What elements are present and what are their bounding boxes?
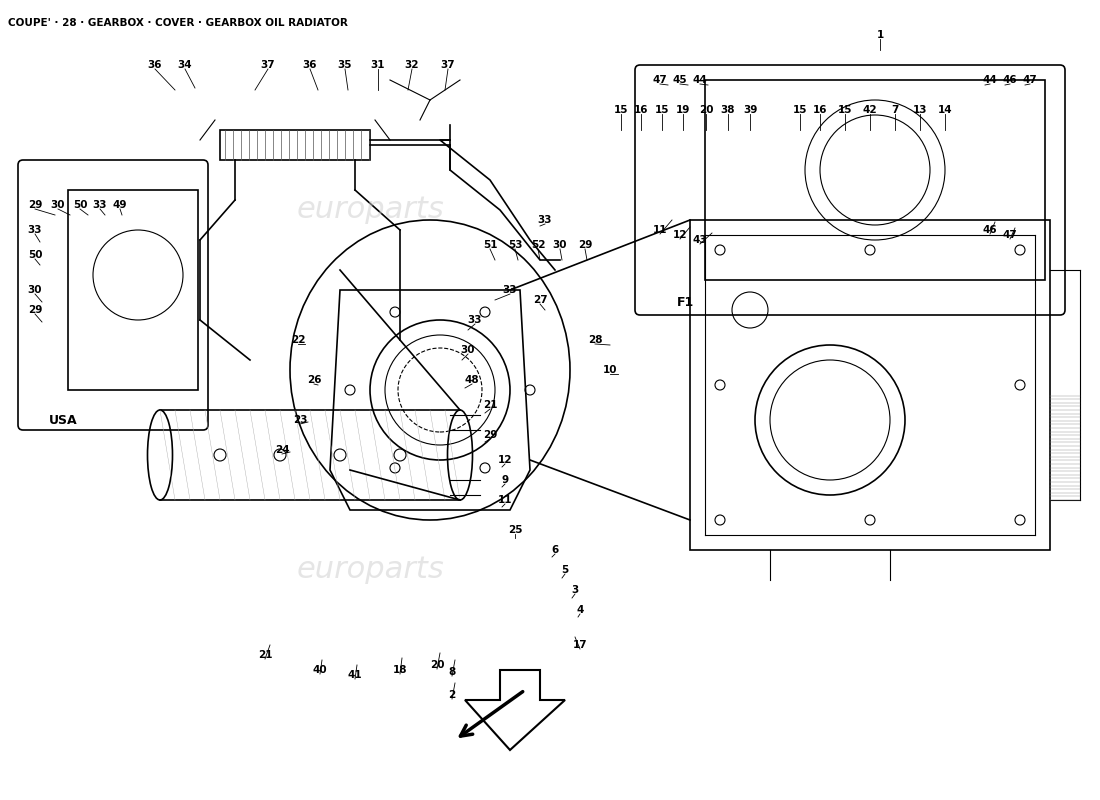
Text: 44: 44 xyxy=(693,75,707,85)
Text: 33: 33 xyxy=(28,225,42,235)
Text: 27: 27 xyxy=(532,295,548,305)
Text: 36: 36 xyxy=(302,60,317,70)
Text: 15: 15 xyxy=(614,105,628,115)
Text: 25: 25 xyxy=(508,525,522,535)
Text: 29: 29 xyxy=(28,200,42,210)
Text: 29: 29 xyxy=(578,240,592,250)
Text: USA: USA xyxy=(48,414,77,426)
Text: 30: 30 xyxy=(28,285,42,295)
Text: 20: 20 xyxy=(430,660,444,670)
Text: 9: 9 xyxy=(502,475,508,485)
Text: 13: 13 xyxy=(913,105,927,115)
Text: 23: 23 xyxy=(293,415,307,425)
Text: 19: 19 xyxy=(675,105,690,115)
Text: 46: 46 xyxy=(982,225,998,235)
Text: 29: 29 xyxy=(28,305,42,315)
Text: 33: 33 xyxy=(468,315,482,325)
Text: 30: 30 xyxy=(552,240,568,250)
Text: 52: 52 xyxy=(530,240,546,250)
Text: 24: 24 xyxy=(275,445,289,455)
Text: europarts: europarts xyxy=(296,555,444,585)
Text: 3: 3 xyxy=(571,585,579,595)
Text: 40: 40 xyxy=(312,665,328,675)
Text: 33: 33 xyxy=(503,285,517,295)
Text: 4: 4 xyxy=(576,605,584,615)
Text: F1: F1 xyxy=(676,297,694,310)
Text: 26: 26 xyxy=(307,375,321,385)
Text: 30: 30 xyxy=(461,345,475,355)
Text: 16: 16 xyxy=(813,105,827,115)
Text: 17: 17 xyxy=(573,640,587,650)
Text: 22: 22 xyxy=(290,335,306,345)
Text: 34: 34 xyxy=(178,60,192,70)
Text: 32: 32 xyxy=(405,60,419,70)
Text: 6: 6 xyxy=(551,545,559,555)
Text: 15: 15 xyxy=(838,105,853,115)
Text: 20: 20 xyxy=(698,105,713,115)
Text: 38: 38 xyxy=(720,105,735,115)
Text: 29: 29 xyxy=(483,430,497,440)
Text: 16: 16 xyxy=(634,105,648,115)
Text: 36: 36 xyxy=(147,60,163,70)
Text: 28: 28 xyxy=(587,335,603,345)
Text: 47: 47 xyxy=(1023,75,1037,85)
Text: 35: 35 xyxy=(338,60,352,70)
Text: 15: 15 xyxy=(793,105,807,115)
Text: 37: 37 xyxy=(441,60,455,70)
Text: 33: 33 xyxy=(92,200,108,210)
Text: 42: 42 xyxy=(862,105,878,115)
Text: 18: 18 xyxy=(393,665,407,675)
Text: 49: 49 xyxy=(112,200,128,210)
Text: 7: 7 xyxy=(891,105,899,115)
Text: 5: 5 xyxy=(561,565,569,575)
Text: 2: 2 xyxy=(449,690,455,700)
Text: 50: 50 xyxy=(28,250,42,260)
Text: COUPE' · 28 · GEARBOX · COVER · GEARBOX OIL RADIATOR: COUPE' · 28 · GEARBOX · COVER · GEARBOX … xyxy=(8,18,348,28)
Text: 44: 44 xyxy=(982,75,998,85)
Text: 33: 33 xyxy=(538,215,552,225)
Text: 41: 41 xyxy=(348,670,362,680)
Text: 21: 21 xyxy=(257,650,273,660)
Text: 10: 10 xyxy=(603,365,617,375)
Text: 47: 47 xyxy=(652,75,668,85)
Text: 53: 53 xyxy=(508,240,522,250)
Text: 37: 37 xyxy=(261,60,275,70)
Text: 12: 12 xyxy=(497,455,513,465)
Text: 45: 45 xyxy=(673,75,688,85)
Text: 50: 50 xyxy=(73,200,87,210)
Text: 46: 46 xyxy=(1003,75,1018,85)
Text: 51: 51 xyxy=(483,240,497,250)
Text: 31: 31 xyxy=(371,60,385,70)
Text: 14: 14 xyxy=(937,105,953,115)
Text: 12: 12 xyxy=(673,230,688,240)
Text: 15: 15 xyxy=(654,105,669,115)
Text: 43: 43 xyxy=(693,235,707,245)
Text: 30: 30 xyxy=(51,200,65,210)
Text: 1: 1 xyxy=(877,30,883,40)
Text: 39: 39 xyxy=(742,105,757,115)
Text: 8: 8 xyxy=(449,667,455,677)
Text: 21: 21 xyxy=(483,400,497,410)
Text: europarts: europarts xyxy=(296,195,444,225)
Text: 11: 11 xyxy=(652,225,668,235)
Text: 47: 47 xyxy=(1002,230,1018,240)
Text: 48: 48 xyxy=(464,375,480,385)
Text: 11: 11 xyxy=(497,495,513,505)
